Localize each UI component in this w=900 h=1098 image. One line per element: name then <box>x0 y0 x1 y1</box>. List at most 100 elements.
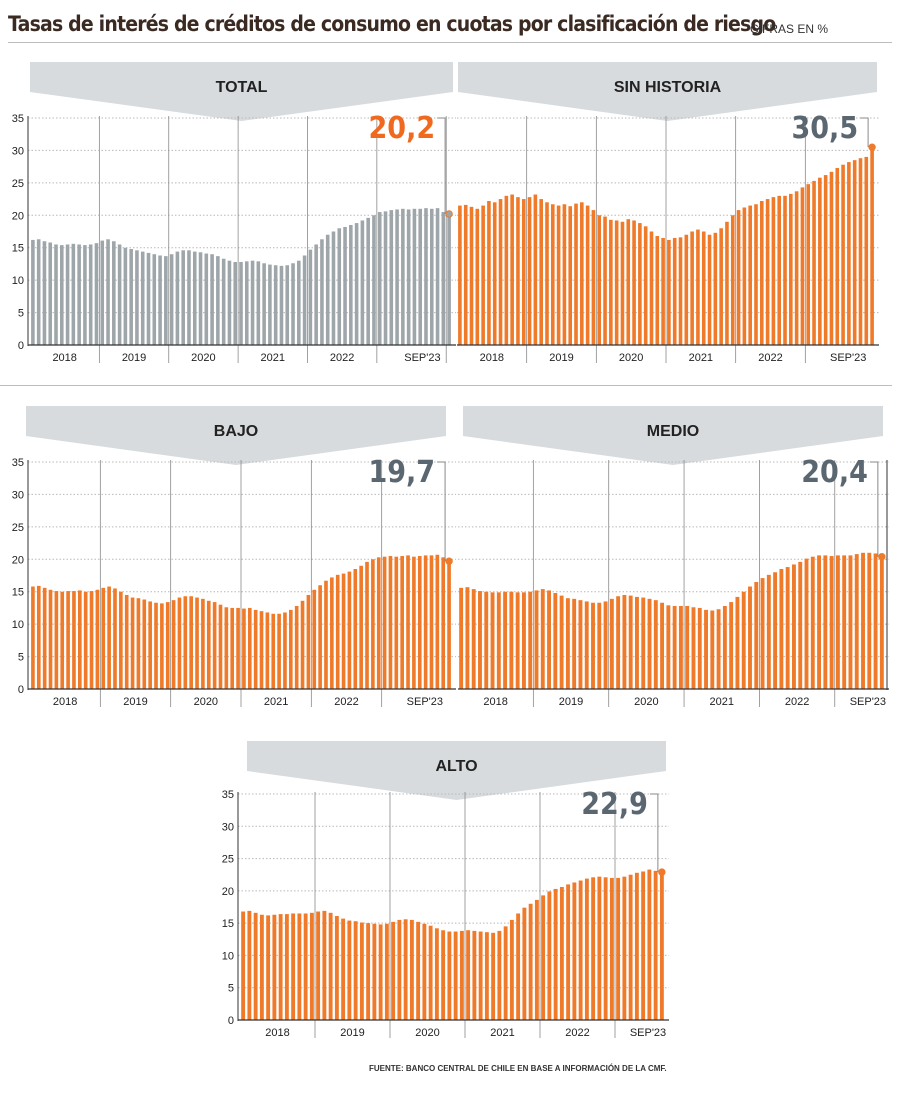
bar <box>516 913 521 1020</box>
bar <box>247 910 252 1020</box>
bar <box>335 574 340 689</box>
x-tick-label: 2022 <box>758 352 782 364</box>
bar <box>372 215 376 345</box>
bar <box>585 205 590 345</box>
y-tick-label: 5 <box>228 983 234 995</box>
x-tick-label: 2020 <box>191 352 215 364</box>
bar <box>83 245 87 345</box>
bar <box>759 201 764 345</box>
bar <box>165 602 170 689</box>
bar <box>622 876 627 1020</box>
bar <box>707 234 712 345</box>
last-value-dot <box>868 143 876 151</box>
bar <box>154 602 158 689</box>
bar <box>823 555 828 689</box>
bar <box>498 199 503 345</box>
bar <box>247 607 252 689</box>
x-tick-label: SEP'23 <box>830 352 866 364</box>
bar <box>360 220 365 345</box>
bar <box>83 591 88 689</box>
bar <box>400 556 404 689</box>
bar <box>540 589 545 689</box>
bar <box>609 877 614 1020</box>
x-tick-label: 2019 <box>549 352 573 364</box>
bar <box>653 870 658 1020</box>
bar <box>667 239 671 345</box>
bar <box>616 877 621 1020</box>
bar <box>218 604 223 689</box>
bar <box>117 244 122 345</box>
bar <box>779 569 784 689</box>
bar <box>412 556 416 689</box>
bar <box>806 184 811 345</box>
x-tick-label: 2020 <box>415 1027 439 1039</box>
bar <box>429 555 434 689</box>
bar <box>403 919 408 1020</box>
bar <box>309 912 314 1020</box>
panel-title: ALTO <box>435 758 477 775</box>
bar <box>106 239 110 345</box>
bar <box>719 228 723 345</box>
bar <box>487 201 491 345</box>
x-tick-label: 2018 <box>265 1027 289 1039</box>
bar <box>626 219 631 345</box>
bar <box>164 256 168 345</box>
bar <box>616 596 621 689</box>
bar <box>504 195 509 345</box>
last-value-label: 22,9 <box>581 787 648 822</box>
bar <box>794 191 799 345</box>
bar <box>377 212 382 345</box>
bar <box>322 910 327 1020</box>
bar <box>704 609 708 689</box>
x-tick-label: 2020 <box>634 696 658 708</box>
bar <box>496 592 501 689</box>
bar <box>279 265 284 345</box>
bar <box>847 162 851 345</box>
bar <box>534 899 539 1020</box>
bar <box>36 585 41 689</box>
bar <box>412 208 417 345</box>
bar <box>691 607 696 689</box>
bar <box>354 223 359 345</box>
bar <box>302 255 307 345</box>
bar <box>447 561 451 689</box>
bar <box>713 232 718 345</box>
bar <box>378 924 383 1020</box>
bar <box>484 932 489 1020</box>
bar <box>331 231 336 345</box>
bar <box>285 265 290 345</box>
bar <box>655 236 660 345</box>
bar <box>212 602 217 689</box>
bar <box>204 253 209 345</box>
bar <box>42 587 47 689</box>
bar <box>773 572 778 689</box>
bar <box>146 252 151 345</box>
row-divider <box>0 385 892 386</box>
bar <box>278 914 283 1020</box>
bar <box>31 586 35 689</box>
y-tick-label: 10 <box>12 275 24 287</box>
bar <box>842 555 847 689</box>
bar <box>503 591 508 689</box>
panel-title: SIN HISTORIA <box>614 79 722 96</box>
bar <box>710 610 715 689</box>
bar <box>690 231 694 345</box>
x-tick-label: 2020 <box>194 696 218 708</box>
bar <box>71 243 76 345</box>
last-value-label: 19,7 <box>368 455 435 490</box>
bar <box>308 249 313 345</box>
bar <box>789 193 793 345</box>
bar <box>777 195 782 345</box>
bar <box>818 177 822 345</box>
bar <box>129 249 133 345</box>
bar <box>54 244 58 345</box>
x-tick-label: 2021 <box>264 696 288 708</box>
bar <box>136 598 141 689</box>
bar <box>89 591 94 689</box>
y-tick-label: 0 <box>228 1015 234 1027</box>
bar <box>130 597 135 689</box>
bar <box>643 226 648 345</box>
bar <box>620 221 625 345</box>
bar <box>429 208 434 345</box>
y-tick-label: 30 <box>12 489 24 501</box>
